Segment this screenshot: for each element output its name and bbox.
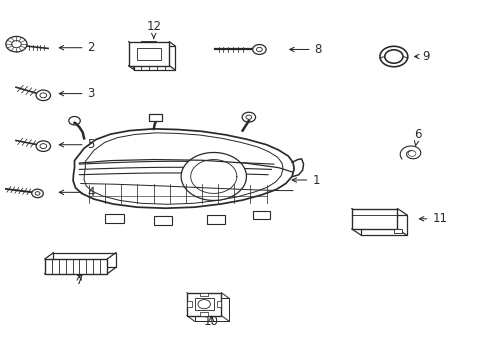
Text: 2: 2 [59, 41, 95, 54]
Bar [195, 298, 229, 321]
Circle shape [6, 36, 27, 52]
Circle shape [36, 141, 50, 152]
Bar [154, 216, 172, 225]
Bar [128, 42, 170, 66]
Bar [53, 253, 116, 267]
Circle shape [32, 189, 43, 198]
Bar [105, 215, 123, 223]
FancyBboxPatch shape [393, 229, 402, 233]
Text: 12: 12 [146, 20, 161, 39]
Bar [195, 298, 214, 310]
Text: 4: 4 [59, 186, 95, 199]
Bar [45, 259, 107, 274]
Text: 11: 11 [419, 212, 447, 225]
Circle shape [253, 45, 266, 54]
Polygon shape [84, 133, 283, 204]
Text: 5: 5 [59, 138, 95, 151]
Text: 1: 1 [292, 174, 320, 186]
Bar [137, 48, 161, 60]
Bar [362, 215, 407, 235]
Bar [200, 293, 208, 296]
Bar [134, 46, 175, 70]
Ellipse shape [385, 50, 403, 63]
Text: 7: 7 [75, 274, 83, 287]
Bar [253, 211, 270, 219]
Bar [200, 312, 208, 316]
Text: 10: 10 [204, 315, 219, 328]
Bar [187, 301, 192, 307]
Polygon shape [181, 153, 246, 201]
Text: 6: 6 [414, 128, 421, 146]
Polygon shape [73, 129, 294, 208]
Bar [149, 114, 162, 121]
Text: 3: 3 [59, 87, 95, 100]
Bar [352, 208, 397, 229]
Ellipse shape [380, 46, 408, 67]
Text: 8: 8 [290, 43, 322, 56]
Circle shape [36, 90, 50, 100]
Bar [207, 215, 225, 224]
Bar [217, 301, 221, 307]
Text: 9: 9 [415, 50, 430, 63]
Bar [187, 293, 221, 316]
Circle shape [408, 151, 416, 156]
